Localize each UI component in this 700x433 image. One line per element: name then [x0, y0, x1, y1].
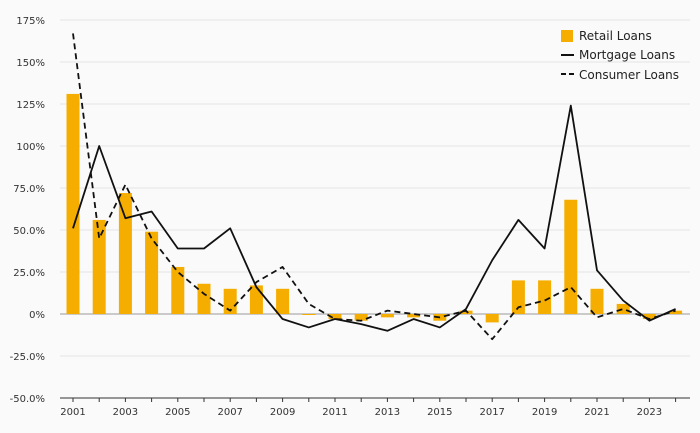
legend-label-consumer: Consumer Loans	[579, 68, 679, 82]
retail-bar	[511, 280, 525, 314]
x-tick-label: 2021	[584, 407, 609, 418]
legend-swatch-retail	[561, 30, 573, 42]
x-tick-label: 2005	[165, 407, 190, 418]
x-tick-label: 2017	[479, 407, 504, 418]
retail-bar	[354, 314, 368, 321]
legend: Retail Loans Mortgage Loans Consumer Loa…	[561, 29, 679, 82]
legend-label-mortgage: Mortgage Loans	[579, 48, 675, 62]
y-tick-label: 50.0%	[13, 226, 45, 237]
x-tick-label: 2001	[60, 407, 85, 418]
retail-bar	[485, 314, 499, 323]
retail-bar	[249, 285, 263, 314]
legend-item-consumer: Consumer Loans	[561, 68, 679, 82]
y-tick-label: 150%	[16, 58, 45, 69]
retail-bar	[564, 199, 578, 314]
retail-bar	[223, 288, 237, 314]
retail-bar	[407, 314, 421, 318]
retail-bar	[197, 283, 211, 314]
retail-bar	[66, 93, 80, 314]
x-tick-label: 2019	[532, 407, 557, 418]
y-tick-label: 25.0%	[13, 268, 45, 279]
retail-bar	[669, 310, 683, 314]
retail-bar	[145, 231, 159, 314]
x-tick-label: 2009	[270, 407, 295, 418]
retail-bar	[459, 310, 473, 314]
y-tick-label: 125%	[16, 100, 45, 111]
retail-bar	[92, 219, 106, 314]
legend-item-retail: Retail Loans	[561, 29, 652, 43]
x-tick-label: 2023	[637, 407, 662, 418]
series-lines	[72, 33, 676, 341]
grid-lines	[60, 19, 690, 399]
retail-bar	[302, 314, 316, 315]
legend-label-retail: Retail Loans	[579, 29, 652, 43]
x-tick-label: 2015	[427, 407, 452, 418]
legend-item-mortgage: Mortgage Loans	[561, 48, 675, 62]
retail-bar	[538, 280, 552, 314]
x-axis: 2001 2003 2005 2007 2009 2011 2013 2015 2017 2019…	[60, 397, 690, 418]
x-tick-label: 2007	[217, 407, 242, 418]
x-tick-label: 2011	[322, 407, 347, 418]
retail-bar	[276, 288, 290, 314]
y-tick-label: -25.0%	[10, 352, 45, 363]
y-tick-label: 100%	[16, 142, 45, 153]
retail-bar	[616, 303, 630, 314]
y-tick-label: 175%	[16, 16, 45, 27]
y-tick-label: 0%	[29, 310, 45, 321]
y-axis: -50.0% -25.0% 0% 25.0% 50.0% 75.0% 100% 125% 150…	[10, 16, 45, 405]
retail-bar	[171, 266, 185, 314]
retail-bar	[642, 314, 656, 320]
retail-bar	[590, 288, 604, 314]
mortgage-loans-line	[72, 104, 676, 332]
retail-bar	[328, 314, 342, 320]
y-tick-label: -50.0%	[10, 394, 45, 405]
retail-bar	[118, 193, 132, 314]
x-tick-label: 2013	[375, 407, 400, 418]
consumer-loans-line	[72, 33, 676, 341]
retail-loans-bars	[66, 93, 683, 323]
y-tick-label: 75.0%	[13, 184, 45, 195]
x-tick-label: 2003	[113, 407, 138, 418]
retail-bar	[380, 314, 394, 318]
